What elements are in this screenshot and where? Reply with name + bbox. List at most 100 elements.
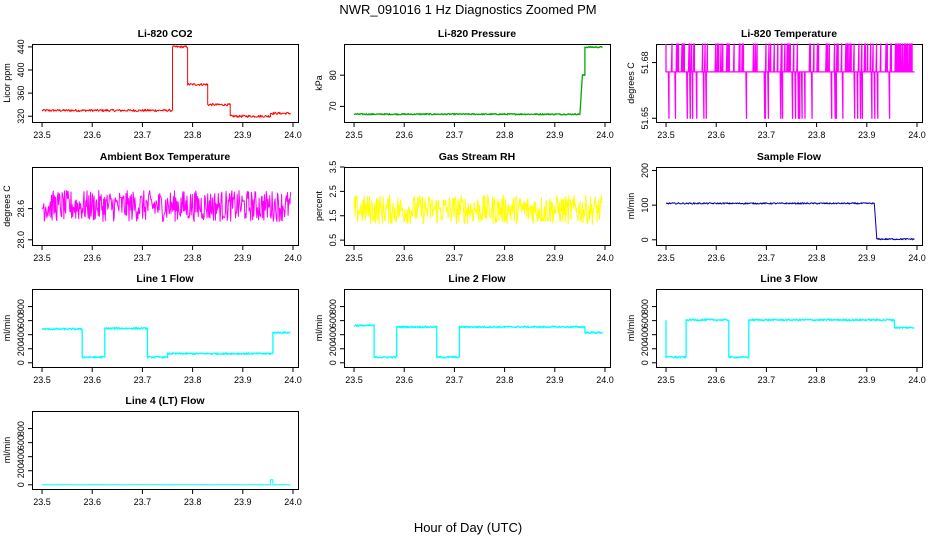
x-tick-label: 23.7	[758, 375, 776, 385]
x-tick-label: 23.8	[184, 497, 202, 507]
series-line-sample_flow	[666, 202, 915, 241]
x-tick-label: 24.0	[284, 253, 302, 263]
panel-ambient_temp: Ambient Box Temperature degrees C 23.5 23.6…	[2, 151, 302, 263]
panel-title: Ambient Box Temperature	[100, 151, 231, 163]
x-tick-label: 24.0	[908, 375, 926, 385]
panel-licor_temp: Li-820 Temperature degrees C 23.5 23.6 23.7 2…	[626, 28, 926, 140]
y-tick-label: 2.5	[328, 185, 338, 198]
panel-title: Line 4 (LT) Flow	[125, 395, 205, 407]
x-tick-label: 23.5	[345, 130, 363, 140]
x-tick-label: 23.6	[395, 375, 413, 385]
series-line-licor_temp	[665, 43, 915, 119]
panel-pressure: Li-820 Pressure kPa 23.5 23.6 23.7 23.8 23.9 24…	[314, 28, 614, 140]
x-tick-label: 23.9	[234, 253, 252, 263]
x-tick-label: 23.6	[707, 130, 725, 140]
x-tick-label: 23.9	[546, 375, 564, 385]
x-tick-label: 23.5	[33, 130, 51, 140]
x-tick-label: 24.0	[596, 130, 614, 140]
x-tick-label: 23.9	[234, 497, 252, 507]
panel-title: Gas Stream RH	[439, 151, 515, 163]
x-tick-label: 23.5	[657, 375, 675, 385]
x-tick-label: 23.7	[446, 253, 464, 263]
y-axis-label: ml/min	[626, 193, 636, 220]
x-tick-label: 24.0	[596, 253, 614, 263]
plot-frame	[32, 44, 299, 123]
x-tick-label: 23.5	[345, 253, 363, 263]
x-tick-label: 23.9	[858, 130, 876, 140]
x-tick-label: 24.0	[908, 253, 926, 263]
figure-title: NWR_091016 1 Hz Diagnostics Zoomed PM	[339, 2, 596, 17]
x-tick-label: 23.8	[808, 375, 826, 385]
y-axis-label: ml/min	[314, 315, 324, 342]
x-tick-label: 23.5	[33, 253, 51, 263]
y-tick-label: 400	[16, 62, 26, 77]
panel-title: Sample Flow	[757, 151, 822, 163]
x-tick-label: 23.9	[234, 375, 252, 385]
series-line-line2	[353, 324, 604, 359]
y-tick-label: 600	[16, 313, 26, 328]
x-tick-label: 23.5	[657, 130, 675, 140]
x-tick-label: 23.7	[134, 497, 152, 507]
x-tick-label: 23.7	[134, 130, 152, 140]
x-tick-label: 23.6	[707, 375, 725, 385]
series-line-pressure	[353, 45, 603, 116]
x-tick-label: 23.6	[83, 130, 101, 140]
x-tick-label: 23.9	[546, 130, 564, 140]
y-tick-label: 800	[640, 299, 650, 314]
x-tick-label: 23.6	[83, 497, 101, 507]
y-tick-label: 200	[328, 341, 338, 356]
y-tick-label: 400	[328, 327, 338, 342]
y-tick-label: 0	[640, 360, 650, 365]
x-tick-label: 23.9	[234, 130, 252, 140]
y-tick-label: 51.65	[640, 107, 650, 130]
x-tick-label: 24.0	[596, 375, 614, 385]
x-axis-title: Hour of Day (UTC)	[414, 520, 522, 535]
panel-line2: Line 2 Flow ml/min 23.5 23.6 23.7 23.8 23.9 24.…	[314, 273, 614, 385]
plot-frame	[32, 411, 299, 490]
y-tick-label: 800	[16, 421, 26, 436]
y-tick-label: 360	[16, 86, 26, 101]
panel-grid: Li-820 CO2 Licor ppm 23.5 23.6 23.7 23.8 23.9 2…	[2, 28, 926, 507]
x-tick-label: 23.8	[496, 130, 514, 140]
x-tick-label: 23.8	[496, 253, 514, 263]
y-tick-label: 400	[16, 327, 26, 342]
x-tick-label: 23.7	[134, 253, 152, 263]
x-tick-label: 23.8	[184, 375, 202, 385]
y-tick-label: 70	[328, 101, 338, 111]
plot-frame	[656, 289, 923, 368]
x-tick-label: 24.0	[284, 497, 302, 507]
y-tick-label: 600	[640, 313, 650, 328]
y-axis-label: Licor ppm	[2, 63, 12, 103]
y-tick-label: 0	[640, 237, 650, 242]
y-tick-label: 600	[328, 313, 338, 328]
panel-title: Line 2 Flow	[448, 273, 506, 285]
x-tick-label: 23.8	[808, 130, 826, 140]
x-tick-label: 23.7	[134, 375, 152, 385]
x-tick-label: 23.8	[184, 253, 202, 263]
y-axis-label: percent	[314, 190, 324, 221]
panel-title: Li-820 Temperature	[741, 28, 837, 40]
x-tick-label: 23.6	[83, 375, 101, 385]
plot-frame	[32, 289, 299, 368]
x-tick-label: 24.0	[284, 130, 302, 140]
y-tick-label: 600	[16, 435, 26, 450]
y-axis-label: ml/min	[626, 315, 636, 342]
x-tick-label: 23.8	[496, 375, 514, 385]
x-tick-label: 23.5	[345, 375, 363, 385]
y-tick-label: 28.6	[16, 200, 26, 218]
x-tick-label: 24.0	[908, 130, 926, 140]
series-line-line4	[41, 479, 291, 486]
panel-title: Li-820 CO2	[138, 28, 193, 40]
x-tick-label: 23.6	[707, 253, 725, 263]
x-tick-label: 23.5	[33, 497, 51, 507]
y-tick-label: 200	[16, 463, 26, 478]
y-tick-label: 0.5	[328, 234, 338, 247]
x-tick-label: 23.5	[657, 253, 675, 263]
y-tick-label: 320	[16, 109, 26, 124]
plot-frame	[344, 44, 611, 123]
panel-title: Line 3 Flow	[760, 273, 818, 285]
series-line-rh	[353, 194, 603, 225]
y-tick-label: 440	[16, 39, 26, 54]
y-axis-label: degrees C	[2, 185, 12, 227]
